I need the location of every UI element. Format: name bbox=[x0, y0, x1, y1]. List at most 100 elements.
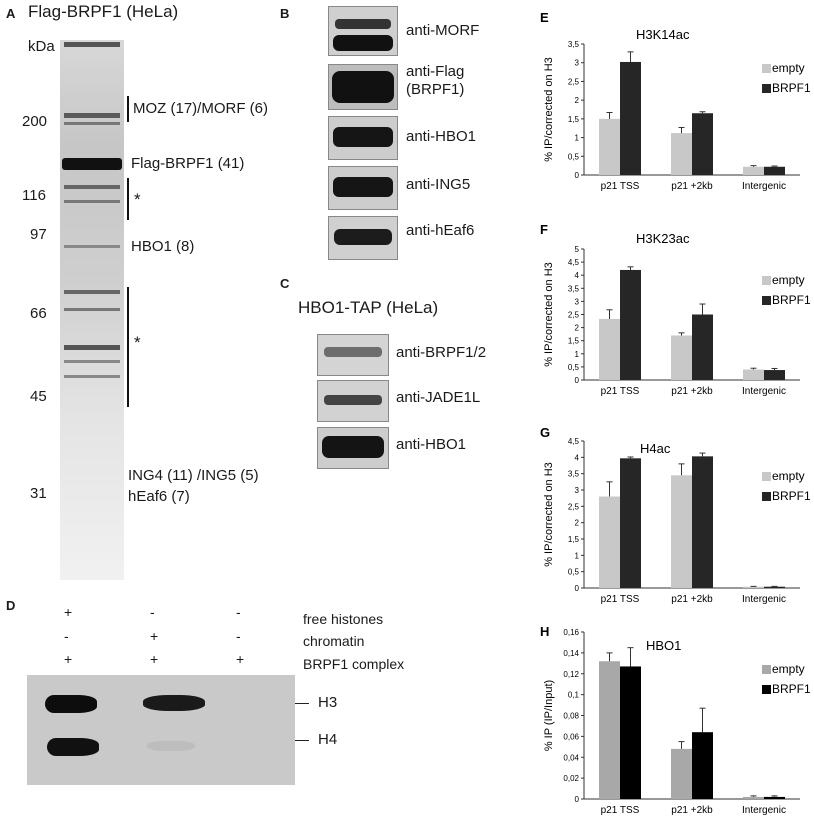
y-tick-label: 0,02 bbox=[563, 774, 579, 783]
gel-band bbox=[64, 308, 120, 311]
bar-brpf1-p21-2kb bbox=[692, 456, 713, 588]
band-label-heaf6: hEaf6 (7) bbox=[128, 488, 190, 505]
bar-empty-p21-tss bbox=[599, 661, 620, 799]
chart-title: H3K14ac bbox=[636, 27, 690, 42]
gel-band bbox=[64, 122, 120, 125]
sign-r0-l1: - bbox=[150, 604, 155, 620]
marker-31: 31 bbox=[30, 485, 47, 502]
x-tick-label: Intergenic bbox=[742, 594, 786, 605]
gel-band bbox=[64, 360, 120, 363]
coomassie-gel-lane bbox=[60, 40, 124, 580]
bar-empty-p21-2kb bbox=[671, 335, 692, 380]
y-tick-label: 0 bbox=[575, 171, 580, 180]
bar-empty-p21-2kb bbox=[671, 475, 692, 588]
blot-label-ing5: anti-ING5 bbox=[406, 176, 471, 193]
y-tick-label: 1 bbox=[575, 551, 580, 560]
y-tick-label: 0,5 bbox=[568, 363, 580, 372]
y-tick-label: 0,5 bbox=[568, 152, 580, 161]
y-tick-label: 1,5 bbox=[568, 337, 580, 346]
legend-label-brpf1: BRPF1 bbox=[772, 489, 811, 503]
legend-swatch-empty bbox=[762, 276, 771, 285]
bar-empty-intergenic bbox=[743, 796, 764, 799]
y-tick-label: 0,16 bbox=[563, 628, 579, 637]
x-tick-label: p21 TSS bbox=[601, 805, 640, 816]
legend-label-empty: empty bbox=[772, 61, 805, 75]
x-tick-label: p21 +2kb bbox=[671, 805, 713, 816]
marker-200: 200 bbox=[22, 113, 48, 130]
legend-label-brpf1: BRPF1 bbox=[772, 293, 811, 307]
blot-label-hbo1-tap: anti-HBO1 bbox=[396, 436, 467, 453]
panel-f-letter: F bbox=[540, 222, 548, 237]
gel-band-flag-brpf1 bbox=[62, 158, 122, 170]
bar-empty-p21-2kb bbox=[671, 133, 692, 175]
bar-brpf1-intergenic bbox=[764, 586, 785, 588]
blot-brpf1-2 bbox=[317, 334, 389, 376]
y-tick-label: 4 bbox=[575, 271, 580, 280]
blot-flag bbox=[328, 64, 398, 110]
bracket-asterisk-2 bbox=[127, 287, 129, 407]
bar-brpf1-intergenic bbox=[764, 796, 785, 799]
y-tick-label: 0,1 bbox=[568, 691, 580, 700]
blot-hbo1-tap bbox=[317, 427, 389, 469]
chart-title: H4ac bbox=[640, 441, 671, 456]
y-tick-label: 0 bbox=[575, 584, 580, 593]
panel-b-letter: B bbox=[280, 6, 290, 21]
y-tick-label: 2,5 bbox=[568, 77, 580, 86]
y-tick-label: 1,5 bbox=[568, 115, 580, 124]
y-tick-label: 4,5 bbox=[568, 437, 580, 446]
blot-label-brpf1-2: anti-BRPF1/2 bbox=[396, 344, 487, 361]
y-tick-label: 0 bbox=[575, 795, 580, 804]
x-tick-label: p21 +2kb bbox=[671, 386, 713, 397]
bar-brpf1-p21-2kb bbox=[692, 732, 713, 799]
y-tick-label: 3,5 bbox=[568, 470, 580, 479]
sign-r1-l1: + bbox=[150, 628, 159, 644]
bracket-moz bbox=[127, 96, 129, 122]
legend-swatch-brpf1 bbox=[762, 492, 771, 501]
y-tick-label: 3 bbox=[575, 486, 580, 495]
bar-brpf1-p21-tss bbox=[620, 61, 641, 175]
marker-45: 45 bbox=[30, 388, 47, 405]
y-tick-label: 1,5 bbox=[568, 535, 580, 544]
panel-g-letter: G bbox=[540, 425, 550, 440]
asterisk-2: * bbox=[134, 333, 141, 352]
chart-title: HBO1 bbox=[646, 638, 681, 653]
band-label-moz: MOZ (17)/MORF (6) bbox=[133, 100, 268, 117]
h4-band-lane1 bbox=[47, 738, 99, 756]
panel-e-letter: E bbox=[540, 10, 549, 25]
y-axis-label: % IP/corrected on H3 bbox=[543, 262, 555, 367]
panel-d-letter: D bbox=[6, 598, 16, 613]
row-label-brpf1-complex: BRPF1 complex bbox=[303, 656, 405, 672]
band-label-flag-brpf1: Flag-BRPF1 (41) bbox=[131, 155, 245, 172]
kda-label: kDa bbox=[28, 38, 55, 55]
bar-brpf1-p21-tss bbox=[620, 666, 641, 799]
legend-label-empty: empty bbox=[772, 469, 805, 483]
legend-label-empty: empty bbox=[772, 662, 805, 676]
gel-band bbox=[64, 200, 120, 203]
x-tick-label: Intergenic bbox=[742, 805, 786, 816]
sign-r0-l2: - bbox=[236, 604, 241, 620]
y-tick-label: 4 bbox=[575, 453, 580, 462]
blot-label-hbo1: anti-HBO1 bbox=[406, 128, 477, 145]
blot-jade1l bbox=[317, 380, 389, 422]
x-tick-label: Intergenic bbox=[742, 386, 786, 397]
panel-c-title: HBO1-TAP (HeLa) bbox=[298, 298, 439, 317]
gel-band bbox=[64, 375, 120, 378]
blot-morf bbox=[328, 6, 398, 56]
y-tick-label: 3 bbox=[575, 59, 580, 68]
bar-brpf1-p21-tss bbox=[620, 269, 641, 380]
gel-band-moz bbox=[64, 113, 120, 118]
y-tick-label: 0,06 bbox=[563, 732, 579, 741]
sign-r1-l0: - bbox=[64, 628, 69, 644]
legend-swatch-empty bbox=[762, 472, 771, 481]
x-tick-label: Intergenic bbox=[742, 181, 786, 192]
legend-label-empty: empty bbox=[772, 273, 805, 287]
sign-r1-l2: - bbox=[236, 628, 241, 644]
y-tick-label: 2,5 bbox=[568, 502, 580, 511]
bar-brpf1-p21-2kb bbox=[692, 113, 713, 175]
y-tick-label: 3,5 bbox=[568, 284, 580, 293]
y-tick-label: 0,04 bbox=[563, 753, 579, 762]
panel-a-letter: A bbox=[6, 6, 16, 21]
bar-empty-intergenic bbox=[743, 369, 764, 380]
legend-swatch-brpf1 bbox=[762, 296, 771, 305]
